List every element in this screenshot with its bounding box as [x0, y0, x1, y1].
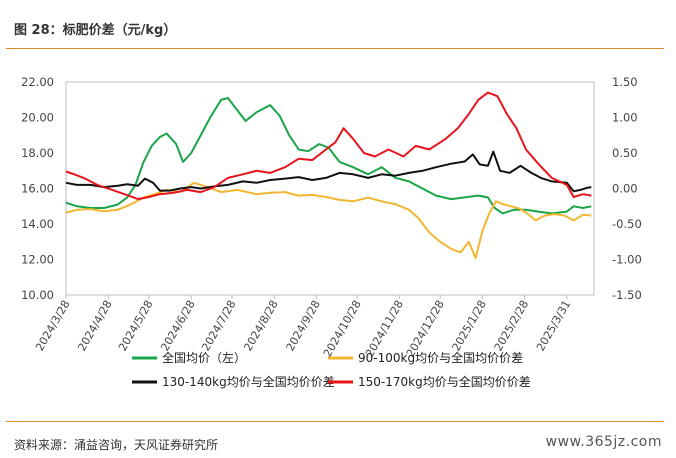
y-left-tick-label: 16.00: [21, 182, 54, 196]
watermark: www.365jz.com: [545, 434, 662, 450]
y-right-tick-label: 0.50: [612, 146, 638, 160]
series-lines: [65, 91, 592, 260]
series-line-2: [65, 150, 592, 193]
x-tick-label: 2024/3/28: [33, 298, 72, 353]
x-tick-label: 2024/7/28: [199, 298, 238, 353]
y-left-tick-label: 20.00: [21, 111, 54, 125]
y-axis-left: 22.00 20.00 18.00 16.00 14.00 12.00 10.00: [21, 75, 54, 302]
legend-label: 全国均价（左）: [162, 350, 246, 365]
series-line-0: [65, 97, 592, 215]
x-tick-label: 2024/9/28: [284, 298, 323, 353]
source-note: 资料来源：涌益咨询，天风证券研究所: [14, 438, 219, 452]
x-axis: 2024/3/28 2024/4/28 2024/5/28 2024/6/28 2024…: [33, 295, 573, 359]
x-tick-label: 2024/4/28: [75, 298, 114, 353]
x-tick-label: 2025/1/28: [450, 298, 489, 353]
chart-svg: 22.00 20.00 18.00 16.00 14.00 12.00 10.00 1.50…: [21, 75, 642, 389]
y-axis-right: 1.50 1.00 0.50 0.00 -0.50 -1.00 -1.50: [612, 75, 642, 302]
top-divider: [6, 48, 664, 49]
y-right-tick-label: 1.00: [612, 111, 638, 125]
x-tick-label: 2024/5/28: [116, 298, 155, 353]
y-right-tick-label: -0.50: [612, 217, 642, 231]
y-right-tick-label: 1.50: [612, 75, 638, 89]
legend-label: 130-140kg均价与全国均价价差: [162, 374, 335, 389]
chart-title: 图 28：标肥价差（元/kg）: [14, 23, 177, 38]
x-tick-label: 2025/3/31: [534, 298, 573, 353]
y-left-tick-label: 18.00: [21, 146, 54, 160]
series-line-1: [65, 181, 592, 260]
y-right-tick-label: -1.50: [612, 288, 642, 302]
y-left-tick-label: 10.00: [21, 288, 54, 302]
x-tick-label: 2024/8/28: [241, 298, 280, 353]
legend-label: 150-170kg均价与全国均价价差: [358, 374, 531, 389]
x-tick-label: 2024/6/28: [158, 298, 197, 353]
y-right-tick-label: -1.00: [612, 253, 642, 267]
legend-label: 90-100kg均价与全国均价价差: [358, 350, 523, 365]
series-line-3: [65, 91, 592, 201]
y-left-tick-label: 14.00: [21, 217, 54, 231]
legend: 全国均价（左） 90-100kg均价与全国均价价差 130-140kg均价与全国均价…: [132, 350, 531, 389]
x-tick-label: 2025/2/28: [492, 298, 531, 353]
y-left-tick-label: 12.00: [21, 253, 54, 267]
y-left-tick-label: 22.00: [21, 75, 54, 89]
y-right-tick-label: 0.00: [612, 182, 638, 196]
bottom-divider: [6, 421, 664, 422]
plot-frame: [65, 81, 595, 296]
